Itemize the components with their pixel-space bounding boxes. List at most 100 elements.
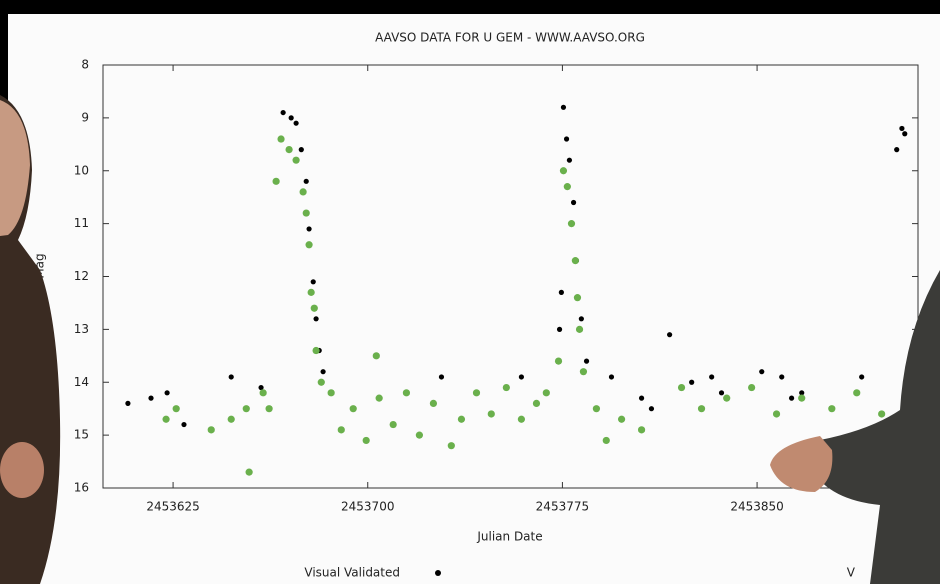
y-tick-label: 16 xyxy=(74,481,89,495)
data-point xyxy=(280,109,286,116)
data-point xyxy=(517,415,526,423)
data-point xyxy=(578,316,584,322)
data-point xyxy=(307,288,315,296)
data-point xyxy=(518,374,525,380)
data-point xyxy=(164,390,170,396)
data-point xyxy=(310,279,316,285)
data-point xyxy=(389,420,397,429)
data-point xyxy=(638,395,645,401)
data-point xyxy=(349,405,357,413)
data-point xyxy=(759,369,765,375)
data-point xyxy=(245,468,253,476)
data-point xyxy=(402,389,411,397)
data-point xyxy=(799,390,805,396)
data-point xyxy=(798,394,806,402)
data-point xyxy=(272,177,280,185)
data-point xyxy=(259,389,267,397)
data-point xyxy=(554,357,563,365)
data-point xyxy=(303,178,309,184)
x-tick-label: 2453775 xyxy=(536,500,589,514)
data-point xyxy=(299,188,307,196)
data-point xyxy=(337,426,345,434)
y-tick-label: 9 xyxy=(81,110,89,124)
data-point xyxy=(677,383,686,392)
right-person xyxy=(812,270,940,584)
data-point xyxy=(320,369,326,375)
data-point xyxy=(310,304,318,312)
data-point xyxy=(148,395,154,401)
y-tick-label: 10 xyxy=(74,163,89,177)
legend-swatch xyxy=(435,570,441,576)
data-point xyxy=(617,415,626,423)
left-person-hands xyxy=(0,442,44,498)
x-axis-label: Julian Date xyxy=(476,530,542,544)
chart-title: AAVSO DATA FOR U GEM - WWW.AAVSO.ORG xyxy=(375,31,645,45)
data-point xyxy=(556,326,563,332)
y-tick-label: 8 xyxy=(81,58,89,72)
data-point xyxy=(227,415,235,423)
data-point xyxy=(560,104,567,110)
data-point xyxy=(265,405,273,413)
data-point xyxy=(298,147,304,153)
data-point xyxy=(602,436,610,445)
data-point xyxy=(575,325,584,333)
right-person-hand xyxy=(770,436,833,492)
data-point xyxy=(487,410,495,418)
data-point xyxy=(285,146,293,154)
data-point xyxy=(723,394,731,402)
y-tick-label: 13 xyxy=(74,322,89,336)
presenters xyxy=(0,95,940,584)
data-point xyxy=(288,115,294,121)
plot: AAVSO DATA FOR U GEM - WWW.AAVSO.ORG Jul… xyxy=(33,31,919,580)
data-point xyxy=(429,399,438,407)
chart-background xyxy=(8,14,940,584)
data-point xyxy=(748,383,756,392)
data-point xyxy=(242,405,250,413)
data-point xyxy=(772,410,781,418)
legend-label: Visual Validated xyxy=(304,566,400,580)
data-point xyxy=(592,405,601,413)
y-tick-label: 15 xyxy=(74,428,89,442)
data-point xyxy=(305,241,313,249)
data-point xyxy=(859,374,865,380)
data-point xyxy=(472,389,481,397)
data-point xyxy=(583,358,590,364)
y-tick-label: 11 xyxy=(74,216,89,230)
data-point xyxy=(362,436,370,445)
data-point xyxy=(327,389,335,397)
data-point xyxy=(718,390,725,396)
data-point xyxy=(375,394,383,402)
data-point xyxy=(542,389,550,397)
data-point xyxy=(878,410,886,418)
data-point xyxy=(853,389,861,397)
data-point xyxy=(172,405,180,413)
data-point xyxy=(502,383,510,392)
x-tick-label: 2453700 xyxy=(341,500,394,514)
x-tick-label: 2453850 xyxy=(730,500,783,514)
data-point xyxy=(559,167,568,175)
data-point xyxy=(709,374,715,380)
data-point xyxy=(258,384,264,391)
data-point xyxy=(894,147,900,153)
data-point xyxy=(573,294,582,302)
data-point xyxy=(532,399,541,407)
data-point xyxy=(447,442,455,450)
data-point xyxy=(457,415,466,423)
left-person-head xyxy=(0,100,30,236)
data-point xyxy=(306,226,312,232)
data-point xyxy=(438,374,445,380)
data-point xyxy=(207,426,215,434)
data-point xyxy=(566,157,573,163)
data-point xyxy=(228,374,234,380)
data-point xyxy=(828,405,836,413)
data-point xyxy=(637,426,646,434)
data-point xyxy=(788,395,795,401)
data-point xyxy=(162,415,170,423)
data-point xyxy=(415,431,423,439)
data-point xyxy=(181,421,187,428)
data-point xyxy=(571,257,579,265)
data-point xyxy=(579,368,588,376)
data-point xyxy=(558,289,564,295)
y-tick-label: 12 xyxy=(74,269,89,283)
